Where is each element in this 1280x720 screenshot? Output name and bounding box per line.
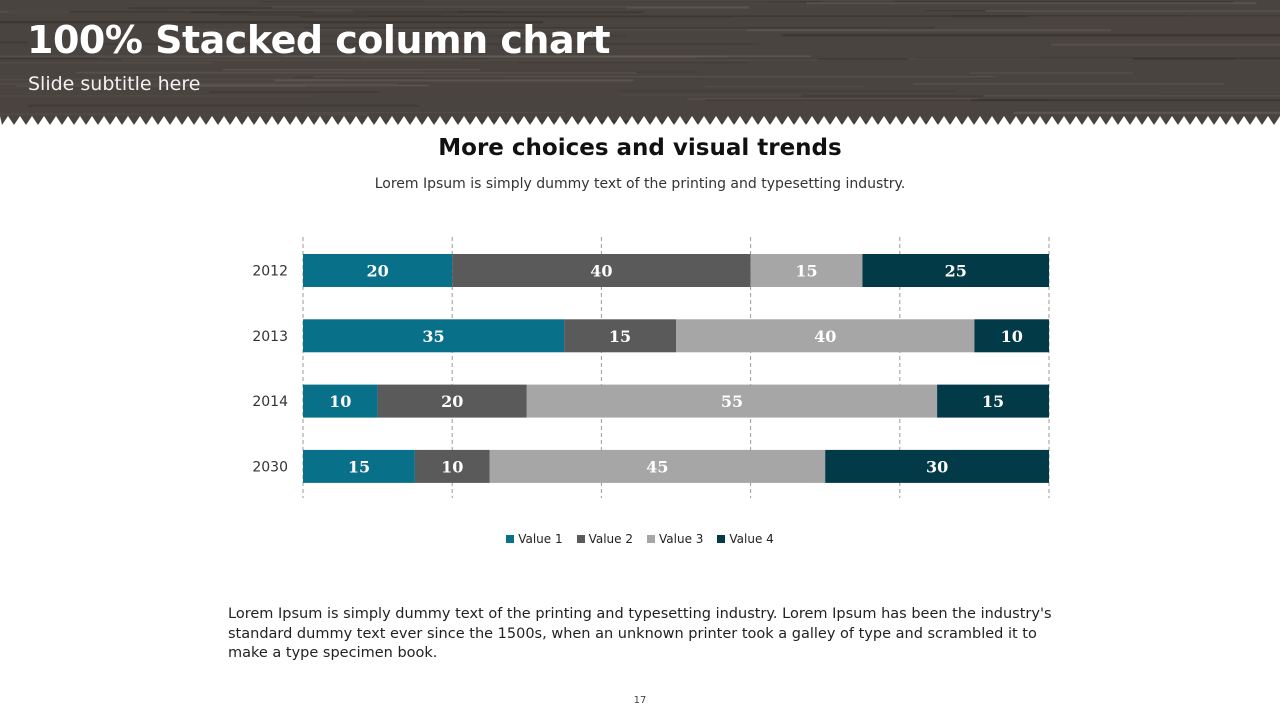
data-label: 25 xyxy=(945,262,967,281)
body-text: Lorem Ipsum is simply dummy text of the … xyxy=(228,606,1052,661)
chart-subtitle: Lorem Ipsum is simply dummy text of the … xyxy=(374,176,906,192)
legend-label: Value 1 xyxy=(518,532,563,546)
data-label: 10 xyxy=(1001,327,1023,346)
data-label: 15 xyxy=(982,392,1004,411)
legend-item: Value 3 xyxy=(647,532,703,546)
data-label: 15 xyxy=(795,262,817,281)
data-label: 15 xyxy=(348,457,370,476)
data-label: 10 xyxy=(441,457,463,476)
bar-segment xyxy=(862,254,1049,287)
bar-segment xyxy=(526,384,938,418)
data-label: 55 xyxy=(721,392,743,411)
category-label: 2012 xyxy=(252,264,288,280)
data-label: 20 xyxy=(366,262,388,281)
legend-label: Value 4 xyxy=(729,532,774,546)
legend-item: Value 1 xyxy=(506,532,563,546)
bar-segment xyxy=(825,449,1049,483)
data-label: 30 xyxy=(926,457,948,476)
bar-segment xyxy=(303,449,415,483)
legend-label: Value 2 xyxy=(588,532,633,546)
header-banner: 100% Stacked column chart Slide subtitle… xyxy=(0,0,1280,126)
chart-legend: Value 1 Value 2 Value 3 Value 4 xyxy=(0,532,1280,546)
page-number: 17 xyxy=(633,695,647,706)
data-label: 40 xyxy=(590,262,612,281)
data-label: 20 xyxy=(441,392,463,411)
bar-segment xyxy=(676,319,975,353)
data-label: 10 xyxy=(329,392,351,411)
data-label: 35 xyxy=(422,327,444,346)
bar-segment xyxy=(564,319,676,353)
legend-item: Value 4 xyxy=(717,532,774,546)
bar-segment xyxy=(974,319,1049,353)
bar-segment xyxy=(303,319,565,353)
bar-segment xyxy=(303,254,453,287)
legend-swatch xyxy=(506,535,515,543)
data-label: 45 xyxy=(646,457,668,476)
legend-swatch xyxy=(647,535,655,543)
bar-segment xyxy=(937,384,1049,418)
chart-title: More choices and visual trends xyxy=(438,135,842,161)
bar-segment xyxy=(452,254,751,287)
bar-segment xyxy=(750,254,863,287)
category-label: 2030 xyxy=(252,459,288,475)
legend-swatch xyxy=(717,535,726,543)
slide-subtitle: Slide subtitle here xyxy=(28,73,201,95)
legend-item: Value 2 xyxy=(576,532,633,546)
legend-label: Value 3 xyxy=(659,532,704,546)
bar-segment xyxy=(489,449,826,483)
data-label: 40 xyxy=(814,327,836,346)
bar-segment xyxy=(303,384,378,418)
data-label: 15 xyxy=(609,327,631,346)
bar-segment xyxy=(377,384,527,418)
slide-title: 100% Stacked column chart xyxy=(27,18,611,62)
legend-swatch xyxy=(576,535,585,543)
category-label: 2014 xyxy=(252,394,288,410)
wood-texture-background xyxy=(0,0,1280,125)
bar-segment xyxy=(414,449,490,483)
category-label: 2013 xyxy=(252,329,288,345)
